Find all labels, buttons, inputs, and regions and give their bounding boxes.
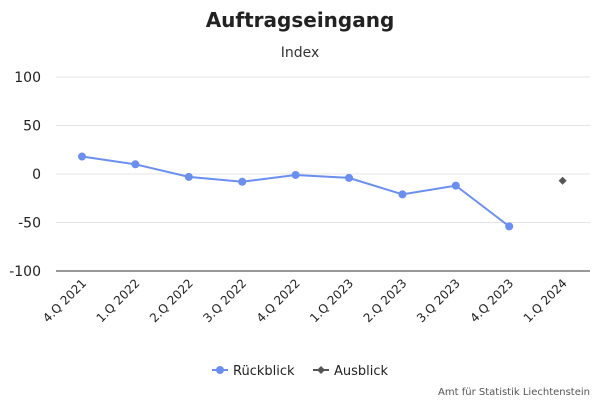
data-point	[451, 181, 460, 190]
legend-label: Ausblick	[334, 364, 389, 379]
legend-label: Rückblick	[233, 364, 295, 379]
x-tick-label: 4.Q 2021	[40, 276, 89, 325]
data-point	[291, 170, 300, 179]
x-tick-label: 1.Q 2023	[307, 276, 356, 325]
x-tick-label: 2.Q 2022	[147, 276, 196, 325]
data-point	[398, 190, 407, 199]
x-axis-ticks: 4.Q 2021 1.Q 2022 2.Q 2022 3.Q 2022 4.Q 2022…	[40, 276, 570, 325]
legend: Rückblick Ausblick	[212, 364, 389, 379]
legend-marker	[317, 366, 325, 374]
data-point	[345, 173, 353, 182]
chart-title: Auftragseingang	[206, 8, 395, 32]
legend-item: Ausblick	[313, 364, 389, 379]
legend-marker	[216, 366, 224, 374]
data-point	[184, 172, 193, 181]
series-ausblick	[558, 176, 567, 185]
series-r-ckblick	[78, 152, 514, 231]
data-point	[78, 152, 86, 161]
y-tick-label: 50	[23, 119, 41, 135]
x-tick-label: 3.Q 2023	[414, 276, 463, 325]
data-point	[505, 222, 514, 231]
y-tick-label: 100	[14, 70, 41, 86]
series-line	[81, 155, 510, 228]
y-axis-ticks: 100 50 0 -50 -100	[9, 70, 41, 280]
x-tick-label: 3.Q 2022	[200, 276, 249, 325]
x-tick-label: 1.Q 2024	[521, 276, 570, 325]
data-point	[131, 160, 140, 169]
credit-text: Amt für Statistik Liechtenstein	[438, 387, 590, 398]
data-point	[558, 176, 567, 185]
grid	[56, 76, 590, 272]
y-tick-label: -100	[9, 264, 41, 280]
y-tick-label: -50	[18, 216, 41, 232]
x-tick-label: 4.Q 2022	[254, 276, 303, 325]
chart-subtitle: Index	[281, 45, 320, 61]
x-tick-label: 4.Q 2023	[467, 276, 516, 325]
data-point	[238, 177, 247, 186]
x-tick-label: 2.Q 2023	[361, 276, 410, 325]
x-tick-label: 1.Q 2022	[94, 276, 143, 325]
legend-item: Rückblick	[212, 364, 295, 379]
series	[78, 152, 567, 231]
y-tick-label: 0	[32, 167, 41, 183]
